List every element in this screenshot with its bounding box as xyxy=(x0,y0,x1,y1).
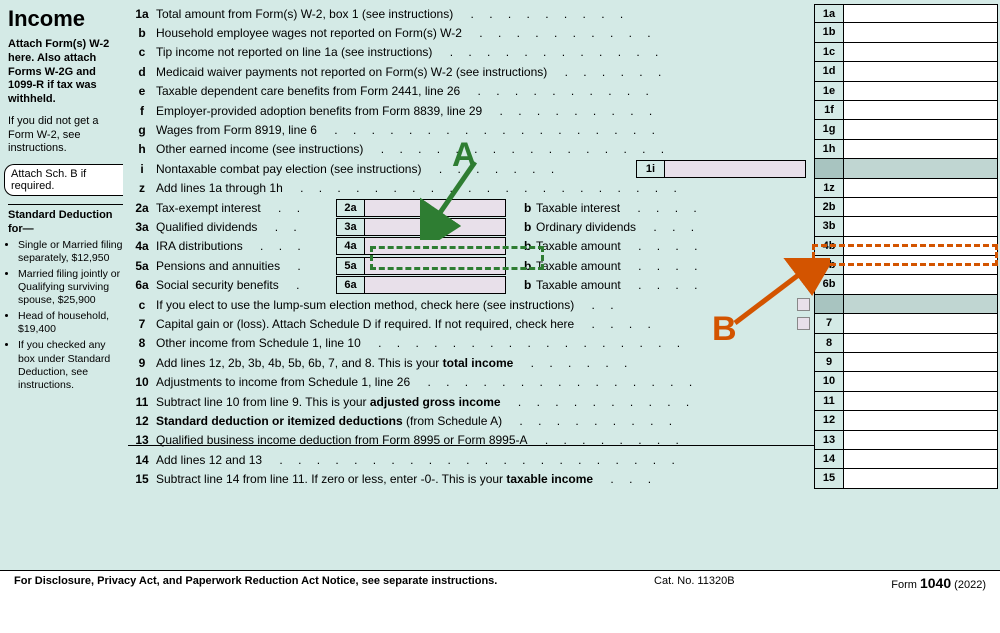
line-1z: zAdd lines 1a through 1h . . . . . . . .… xyxy=(128,179,810,198)
line-8: 8Other income from Schedule 1, line 10 .… xyxy=(128,334,810,353)
line-14: 14Add lines 12 and 13 . . . . . . . . . … xyxy=(128,450,810,469)
std-ded-item: Married filing jointly or Qualifying sur… xyxy=(18,268,123,307)
amt-1d[interactable]: 1d xyxy=(814,62,998,81)
amt-1h[interactable]: 1h xyxy=(814,140,998,159)
amt-1i-shaded xyxy=(814,159,998,178)
main-lines: 1aTotal amount from Form(s) W-2, box 1 (… xyxy=(128,4,810,489)
std-ded-item: Head of household, $19,400 xyxy=(18,310,123,336)
std-ded-item: Single or Married filing separately, $12… xyxy=(18,239,123,265)
line-11: 11Subtract line 10 from line 9. This is … xyxy=(128,392,810,411)
left-margin: Income Attach Form(s) W-2 here. Also att… xyxy=(8,6,123,395)
amt-1g[interactable]: 1g xyxy=(814,120,998,139)
line-3a: 3a Qualified dividends . . 3a b Ordinary… xyxy=(128,217,810,236)
amt-11[interactable]: 11 xyxy=(814,392,998,411)
line-9: 9Add lines 1z, 2b, 3b, 4b, 5b, 6b, 7, an… xyxy=(128,353,810,372)
field-3a[interactable]: 3a xyxy=(336,218,506,236)
line-13: 13Qualified business income deduction fr… xyxy=(128,431,810,450)
no-w2-note: If you did not get a Form W-2, see instr… xyxy=(8,115,123,156)
attach-sch-b-callout: Attach Sch. B if required. xyxy=(4,164,123,196)
rule-line xyxy=(128,445,814,446)
standard-deduction-box: Standard Deduction for— Single or Marrie… xyxy=(8,204,123,392)
line-1c: cTip income not reported on line 1a (see… xyxy=(128,43,810,62)
field-6a[interactable]: 6a xyxy=(336,276,506,294)
line-4a: 4a IRA distributions . . . 4a b Taxable … xyxy=(128,237,810,256)
annotation-A-label: A xyxy=(452,136,477,175)
line-1b: bHousehold employee wages not reported o… xyxy=(128,23,810,42)
right-amount-column: 1a 1b 1c 1d 1e 1f 1g 1h 1z 2b 3b 4b 5b 6… xyxy=(814,4,998,489)
field-1i[interactable]: 1i xyxy=(636,160,806,178)
form-1040-income-section: Income Attach Form(s) W-2 here. Also att… xyxy=(0,0,1000,633)
field-2a[interactable]: 2a xyxy=(336,199,506,217)
line-1d: dMedicaid waiver payments not reported o… xyxy=(128,62,810,81)
line-1f: fEmployer-provided adoption benefits fro… xyxy=(128,101,810,120)
amt-1a[interactable]: 1a xyxy=(814,4,998,23)
field-5a[interactable]: 5a xyxy=(336,257,506,275)
checkbox-7[interactable] xyxy=(797,317,810,330)
amt-6b[interactable]: 6b xyxy=(814,275,998,294)
amt-15[interactable]: 15 xyxy=(814,469,998,488)
std-ded-item: If you checked any box under Standard De… xyxy=(18,339,123,392)
line-5a: 5a Pensions and annuities . 5a b Taxable… xyxy=(128,256,810,275)
amt-2b[interactable]: 2b xyxy=(814,198,998,217)
line-6a: 6a Social security benefits . 6a b Taxab… xyxy=(128,275,810,294)
amt-13[interactable]: 13 xyxy=(814,431,998,450)
amt-12[interactable]: 12 xyxy=(814,411,998,430)
amt-1c[interactable]: 1c xyxy=(814,43,998,62)
amt-7[interactable]: 7 xyxy=(814,314,998,333)
footer-disclosure: For Disclosure, Privacy Act, and Paperwo… xyxy=(14,575,497,591)
field-4a[interactable]: 4a xyxy=(336,237,506,255)
amt-6c-shaded xyxy=(814,295,998,314)
line-2a: 2a Tax-exempt interest . . 2a b Taxable … xyxy=(128,198,810,217)
amt-3b[interactable]: 3b xyxy=(814,217,998,236)
std-ded-header: Standard Deduction for— xyxy=(8,209,123,237)
annotation-B-label: B xyxy=(712,310,737,349)
amt-5b[interactable]: 5b xyxy=(814,256,998,275)
line-12: 12Standard deduction or itemized deducti… xyxy=(128,411,810,430)
amt-14[interactable]: 14 xyxy=(814,450,998,469)
line-15: 15Subtract line 14 from line 11. If zero… xyxy=(128,469,810,488)
line-6c: cIf you elect to use the lump-sum electi… xyxy=(128,295,810,314)
amt-1e[interactable]: 1e xyxy=(814,82,998,101)
checkbox-6c[interactable] xyxy=(797,298,810,311)
page-footer: For Disclosure, Privacy Act, and Paperwo… xyxy=(0,570,1000,595)
amt-10[interactable]: 10 xyxy=(814,372,998,391)
amt-1b[interactable]: 1b xyxy=(814,23,998,42)
attach-w2-note: Attach Form(s) W-2 here. Also attach For… xyxy=(8,38,123,107)
amt-1f[interactable]: 1f xyxy=(814,101,998,120)
line-10: 10Adjustments to income from Schedule 1,… xyxy=(128,372,810,391)
line-7: 7Capital gain or (loss). Attach Schedule… xyxy=(128,314,810,333)
line-1a: 1aTotal amount from Form(s) W-2, box 1 (… xyxy=(128,4,810,23)
amt-4b[interactable]: 4b xyxy=(814,237,998,256)
amt-8[interactable]: 8 xyxy=(814,334,998,353)
footer-formno: Form 1040 (2022) xyxy=(891,575,986,591)
amt-1z[interactable]: 1z xyxy=(814,179,998,198)
line-1e: eTaxable dependent care benefits from Fo… xyxy=(128,82,810,101)
amt-9[interactable]: 9 xyxy=(814,353,998,372)
footer-catno: Cat. No. 11320B xyxy=(654,575,735,591)
section-title: Income xyxy=(8,6,123,32)
